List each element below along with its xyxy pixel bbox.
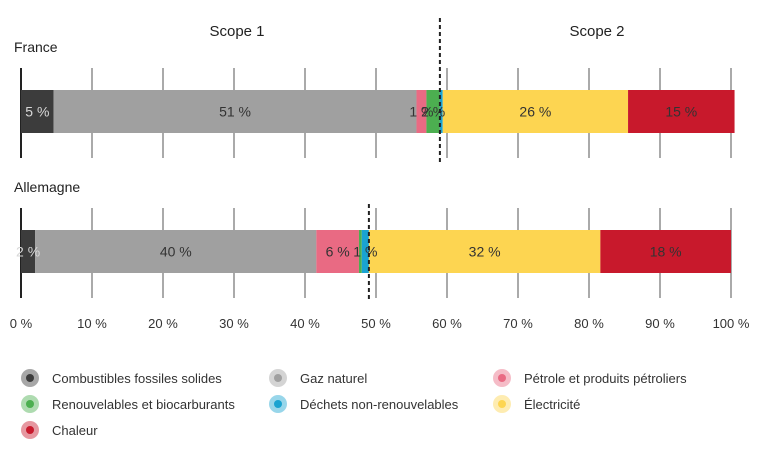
bar-segment-0-3 bbox=[426, 90, 440, 133]
legend-marker-6 bbox=[26, 426, 34, 434]
bar-segment-0-6 bbox=[628, 90, 735, 133]
category-label-allemagne: Allemagne bbox=[14, 179, 80, 195]
bar-segment-1-5 bbox=[368, 230, 601, 273]
data-label-0-1: 51 % bbox=[219, 104, 251, 120]
data-label-0-0: 5 % bbox=[25, 104, 49, 120]
x-tick-label-2: 20 % bbox=[148, 316, 178, 331]
scope-1-label: Scope 1 bbox=[209, 23, 264, 40]
category-label-france: France bbox=[14, 39, 58, 55]
data-label-1-1: 40 % bbox=[160, 244, 192, 260]
legend-label-6: Chaleur bbox=[52, 423, 98, 438]
data-label-1-4: 1 % bbox=[353, 244, 377, 260]
bar-segment-1-0 bbox=[21, 230, 36, 273]
data-label-0-3: 2 % bbox=[421, 104, 445, 120]
data-label-0-2: 1 % bbox=[409, 104, 433, 120]
data-label-1-0: 2 % bbox=[16, 244, 40, 260]
x-tick-label-8: 80 % bbox=[574, 316, 604, 331]
bar-segment-1-4 bbox=[361, 230, 369, 273]
data-label-0-5: 26 % bbox=[519, 104, 551, 120]
legend-label-3: Renouvelables et biocarburants bbox=[52, 397, 235, 412]
legend-marker-5 bbox=[498, 400, 506, 408]
bar-segment-0-0 bbox=[21, 90, 54, 133]
legend-label-5: Électricité bbox=[524, 397, 580, 412]
bar-segment-0-1 bbox=[53, 90, 417, 133]
data-label-1-6: 18 % bbox=[650, 244, 682, 260]
legend-marker-0 bbox=[26, 374, 34, 382]
legend-marker-4 bbox=[274, 400, 282, 408]
bar-segment-1-2 bbox=[316, 230, 359, 273]
bar-segment-1-6 bbox=[600, 230, 731, 273]
bar-segment-0-5 bbox=[442, 90, 629, 133]
x-tick-label-7: 70 % bbox=[503, 316, 533, 331]
legend-label-4: Déchets non-renouvelables bbox=[300, 397, 459, 412]
bar-segment-0-4 bbox=[439, 90, 443, 133]
legend-label-2: Pétrole et produits pétroliers bbox=[524, 371, 687, 386]
data-label-1-2: 6 % bbox=[326, 244, 350, 260]
x-tick-label-1: 10 % bbox=[77, 316, 107, 331]
legend-marker-3 bbox=[26, 400, 34, 408]
legend-label-1: Gaz naturel bbox=[300, 371, 367, 386]
x-tick-label-9: 90 % bbox=[645, 316, 675, 331]
legend-marker-1 bbox=[274, 374, 282, 382]
legend-label-0: Combustibles fossiles solides bbox=[52, 371, 222, 386]
scope-2-label: Scope 2 bbox=[569, 23, 624, 40]
legend-marker-2 bbox=[498, 374, 506, 382]
data-label-0-6: 15 % bbox=[665, 104, 697, 120]
bar-segment-1-1 bbox=[35, 230, 317, 273]
x-tick-label-4: 40 % bbox=[290, 316, 320, 331]
data-label-1-5: 32 % bbox=[469, 244, 501, 260]
x-tick-label-10: 100 % bbox=[713, 316, 750, 331]
bar-segment-1-3 bbox=[358, 230, 362, 273]
x-tick-label-5: 50 % bbox=[361, 316, 391, 331]
x-tick-label-3: 30 % bbox=[219, 316, 249, 331]
bar-segment-0-2 bbox=[416, 90, 427, 133]
x-tick-label-6: 60 % bbox=[432, 316, 462, 331]
x-tick-label-0: 0 % bbox=[10, 316, 33, 331]
